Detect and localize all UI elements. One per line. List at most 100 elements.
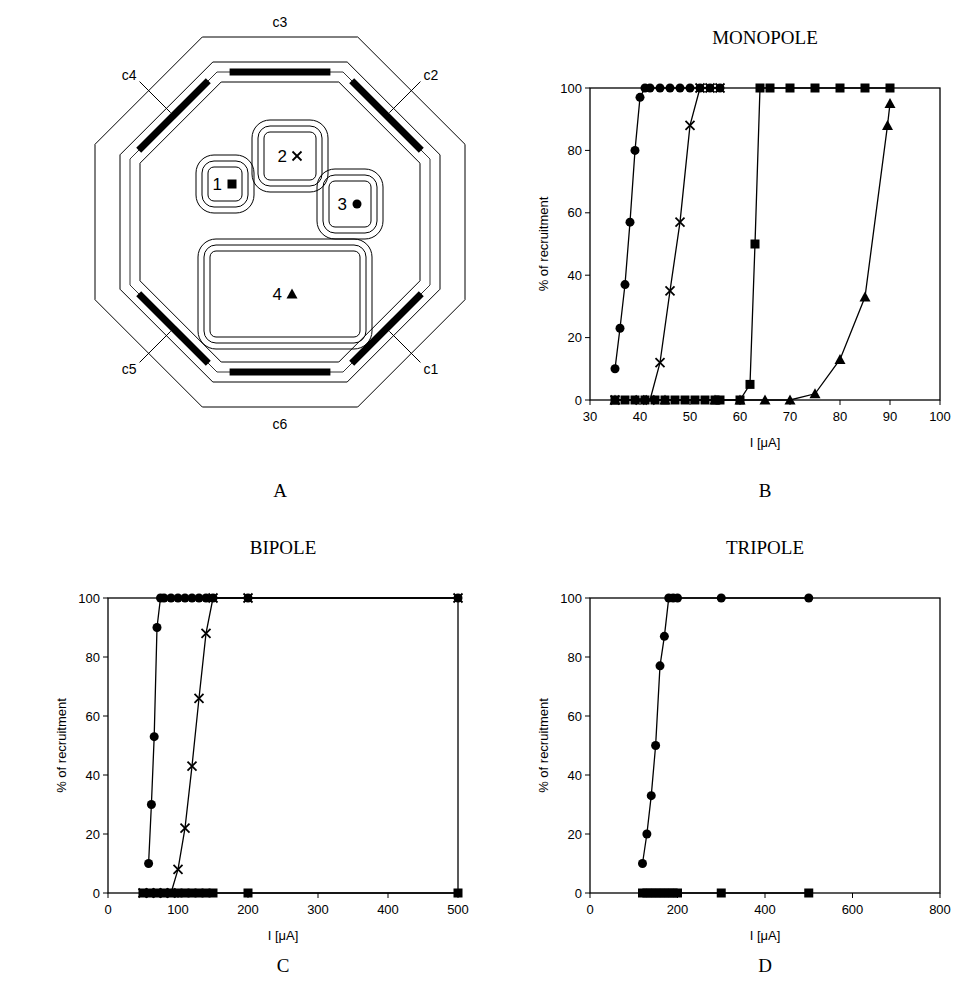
marker-x [293, 152, 302, 161]
x-tick [852, 893, 853, 898]
leader-line [389, 331, 420, 362]
marker-x [686, 121, 695, 130]
contact-label: c6 [273, 416, 288, 432]
fascicle-outline [202, 161, 248, 207]
x-tick-label: 90 [883, 409, 897, 424]
marker-circle [638, 859, 647, 868]
fascicle-outline [252, 120, 328, 192]
x-tick [388, 893, 389, 898]
y-tick [585, 657, 590, 658]
y-tick-label: 0 [575, 393, 582, 408]
contact [352, 81, 422, 151]
y-tick-label: 40 [568, 268, 582, 283]
marker-triangle [810, 388, 821, 398]
fascicle-outline [323, 175, 377, 233]
y-tick [585, 598, 590, 599]
marker-square [717, 889, 726, 898]
fascicle-label: 4 [273, 285, 282, 304]
y-tick-label: 80 [568, 143, 582, 158]
marker-circle [686, 84, 695, 93]
marker-x [611, 396, 620, 405]
marker-triangle [610, 395, 621, 405]
x-tick-label: 40 [633, 409, 647, 424]
y-tick [585, 834, 590, 835]
marker-square [641, 396, 650, 405]
x-tick-label: 500 [447, 902, 469, 917]
marker-x [209, 594, 218, 603]
leader-line [389, 82, 420, 113]
plot-data [139, 594, 463, 898]
marker-circle [676, 84, 685, 93]
marker-x [706, 84, 715, 93]
marker-square [611, 396, 620, 405]
x-axis-title: I [μA] [268, 928, 299, 943]
marker-circle [244, 594, 253, 603]
contact [230, 69, 331, 76]
x-tick [940, 400, 941, 405]
leader-line [140, 331, 171, 362]
cuff-outline [130, 72, 430, 372]
y-tick [103, 598, 108, 599]
contact-label: c3 [273, 14, 288, 30]
series-line [643, 598, 809, 864]
marker-circle [611, 364, 620, 373]
x-tick-label: 50 [683, 409, 697, 424]
y-tick-label: 100 [560, 591, 582, 606]
y-tick-label: 60 [568, 205, 582, 220]
cuff-outline [140, 82, 420, 362]
y-tick [103, 834, 108, 835]
marker-circle [656, 661, 665, 670]
fascicle-outline [329, 181, 371, 227]
marker-x [202, 629, 211, 638]
marker-circle [647, 791, 656, 800]
marker-square [691, 396, 700, 405]
marker-square [716, 396, 725, 405]
chart-panel: BIPOLE0100200300400500020406080100I [μA]… [54, 537, 469, 976]
marker-triangle [885, 98, 896, 108]
panel-letter: C [277, 955, 290, 976]
marker-triangle [760, 395, 771, 405]
contact-label: c2 [423, 67, 438, 83]
x-tick-label: 100 [929, 409, 951, 424]
marker-circle [666, 84, 675, 93]
x-tick-label: 60 [733, 409, 747, 424]
x-tick-label: 400 [377, 902, 399, 917]
marker-circle [656, 84, 665, 93]
plot-frame [590, 88, 940, 400]
panel-letter: D [758, 955, 772, 976]
marker-square [766, 84, 775, 93]
plot-data [610, 84, 896, 405]
leader-line [140, 82, 171, 113]
x-tick [765, 893, 766, 898]
chart-title: BIPOLE [250, 537, 317, 558]
fascicle-outline [264, 132, 316, 180]
marker-x [666, 286, 675, 295]
panel-letter: A [273, 480, 287, 501]
marker-x [656, 358, 665, 367]
x-tick-label: 30 [583, 409, 597, 424]
contact [139, 81, 209, 151]
series-line [143, 598, 458, 893]
series-line [149, 598, 458, 864]
cuff-diagram: c1c2c3c4c5c61234 [95, 14, 465, 432]
x-axis-title: I [μA] [750, 928, 781, 943]
y-tick [103, 716, 108, 717]
y-tick [585, 893, 590, 894]
marker-square [228, 180, 237, 189]
fascicle-outline [210, 251, 360, 337]
x-tick [690, 400, 691, 405]
marker-circle [209, 594, 218, 603]
y-tick-label: 0 [575, 886, 582, 901]
x-tick [108, 893, 109, 898]
marker-square [681, 396, 690, 405]
marker-x [716, 84, 725, 93]
contact-label: c5 [122, 361, 137, 377]
y-tick-label: 80 [86, 650, 100, 665]
y-tick [103, 893, 108, 894]
marker-circle [642, 830, 651, 839]
y-tick-label: 40 [86, 768, 100, 783]
fascicle-outline [258, 126, 322, 186]
x-tick-label: 400 [754, 902, 776, 917]
marker-triangle [785, 395, 796, 405]
plot-data [638, 594, 813, 898]
